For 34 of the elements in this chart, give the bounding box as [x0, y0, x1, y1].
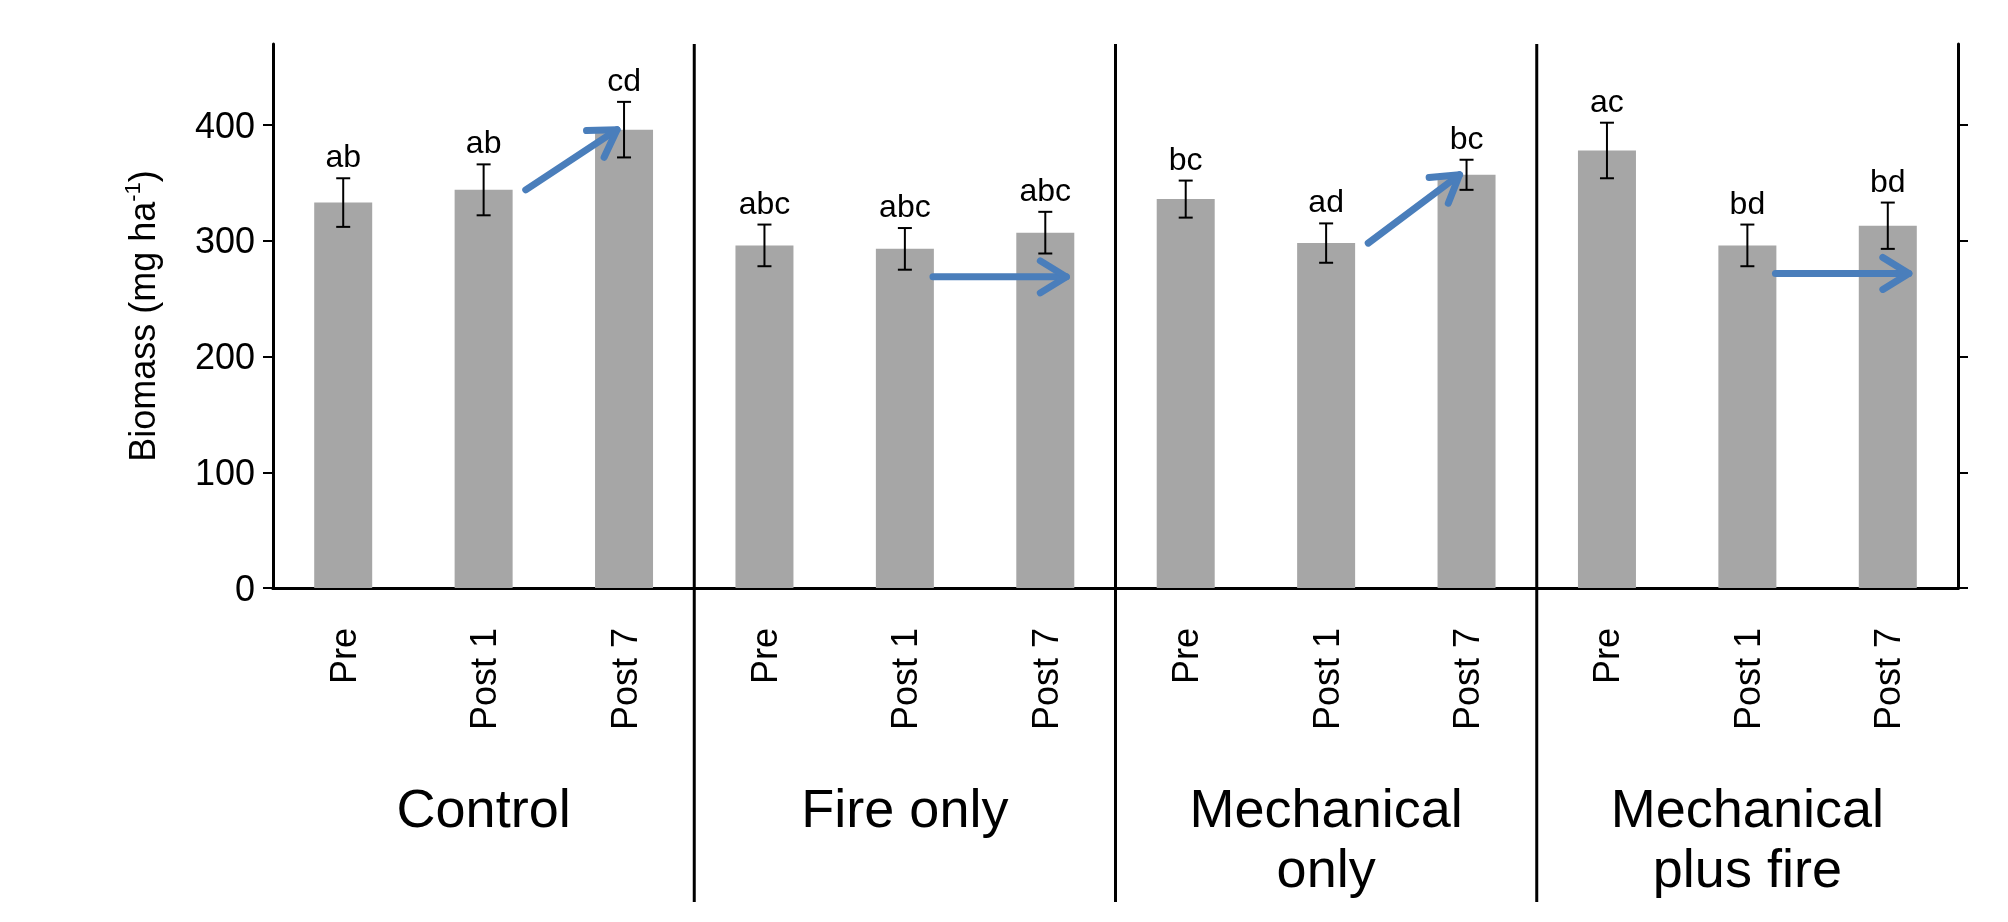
data-label: abc	[738, 184, 791, 221]
data-label: ad	[1308, 183, 1344, 220]
x-tick-label: Post 7	[1024, 628, 1066, 731]
x-tick-label: Pre	[322, 628, 364, 685]
x-tick-label: Post 7	[1446, 628, 1488, 731]
x-tick-label: Post 1	[1305, 628, 1347, 731]
data-label: bc	[1168, 140, 1203, 177]
x-tick-label: Post 1	[1726, 628, 1768, 731]
y-tick-label: 200	[194, 336, 255, 378]
text: Fire only	[801, 778, 1009, 838]
y-axis-title: Biomass (mg ha-1)	[119, 170, 163, 462]
text: Mechanical plus fire	[1609, 778, 1885, 898]
data-label: bc	[1449, 119, 1484, 156]
data-label: ab	[325, 138, 362, 175]
data-label: bd	[1729, 184, 1766, 221]
x-tick-label: Pre	[1165, 628, 1207, 685]
data-label: cd	[607, 61, 641, 98]
text: Mechanical only	[1188, 778, 1464, 898]
y-tick-label: 0	[234, 567, 255, 609]
x-tick-label: Post 7	[1867, 628, 1909, 731]
x-tick-label: Post 1	[463, 628, 505, 731]
x-tick-label: Post 7	[603, 628, 645, 731]
x-tick-label: Post 1	[884, 628, 926, 731]
text: Control	[396, 778, 571, 838]
data-label: bd	[1869, 162, 1906, 199]
data-label: ab	[465, 124, 502, 161]
y-tick-label: 300	[194, 220, 255, 262]
data-label: ac	[1590, 82, 1624, 119]
data-label: abc	[1019, 171, 1072, 208]
x-tick-label: Pre	[743, 628, 785, 685]
y-tick-label: 100	[194, 451, 255, 493]
x-tick-label: Pre	[1586, 628, 1628, 685]
y-tick-label: 400	[194, 104, 255, 146]
data-label: abc	[879, 188, 931, 225]
